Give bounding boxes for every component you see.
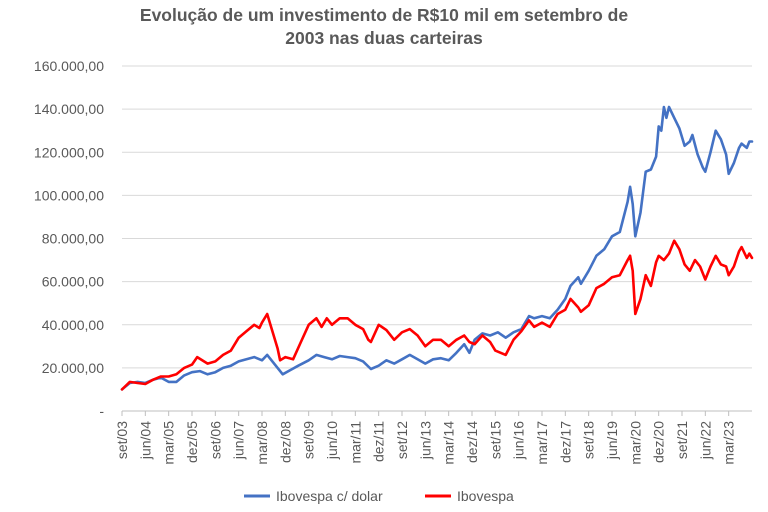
legend-label-ibovespa-c-dolar: Ibovespa c/ dolar [276, 488, 383, 504]
y-tick-label: 100.000,00 [34, 187, 104, 203]
x-tick-label: set/18 [581, 421, 597, 459]
x-tick-label: dez/17 [557, 421, 573, 463]
x-tick-label: set/06 [207, 421, 223, 459]
x-tick-label: mar/08 [254, 421, 270, 465]
x-tick-label: dez/14 [464, 421, 480, 463]
x-tick-label: set/12 [394, 421, 410, 459]
y-tick-label: 140.000,00 [34, 101, 104, 117]
x-tick-label: mar/11 [347, 421, 363, 464]
x-tick-label: dez/11 [371, 421, 387, 462]
x-tick-label: jun/04 [137, 421, 153, 460]
x-tick-label: dez/08 [277, 421, 293, 463]
y-tick-label: 40.000,00 [42, 317, 104, 333]
y-tick-label: - [99, 403, 104, 419]
x-tick-label: jun/19 [604, 421, 620, 460]
x-tick-label: jun/22 [697, 421, 713, 460]
legend-label-ibovespa: Ibovespa [457, 488, 514, 504]
x-tick-label: dez/05 [184, 421, 200, 463]
chart-title-line-2: 2003 nas duas carteiras [285, 28, 483, 48]
axes: - 20.000,00 40.000,00 60.000,00 80.000,00 100… [34, 58, 752, 465]
x-tick-label: set/21 [674, 421, 690, 459]
y-tick-label: 160.000,00 [34, 58, 104, 74]
x-tick-label: mar/14 [441, 421, 457, 465]
y-tick-label: 20.000,00 [42, 360, 104, 376]
x-tick-label: jun/13 [417, 421, 433, 460]
series-lines [120, 105, 754, 391]
x-tick-label: set/09 [301, 421, 317, 459]
x-tick-label: jun/10 [324, 421, 340, 460]
legend: Ibovespa c/ dolar Ibovespa [244, 488, 514, 504]
x-tick-label: set/03 [114, 421, 130, 459]
x-tick-label: mar/20 [627, 421, 643, 465]
chart-title-line-1: Evolução de um investimento de R$10 mil … [140, 5, 628, 25]
x-tick-label: set/15 [487, 421, 503, 459]
y-tick-label: 120.000,00 [34, 144, 104, 160]
series-line-ibovespa [120, 239, 754, 391]
x-tick-label: mar/17 [534, 421, 550, 465]
gridlines [122, 65, 752, 369]
y-tick-label: 60.000,00 [42, 274, 104, 290]
x-tick-label: jun/16 [511, 421, 527, 460]
x-tick-label: jun/07 [231, 421, 247, 460]
series-line-ibovespa-c-dolar [120, 105, 754, 391]
x-tick-label: mar/23 [721, 421, 737, 465]
y-tick-label: 80.000,00 [42, 231, 104, 247]
x-tick-label: mar/05 [161, 421, 177, 465]
x-tick-label: dez/20 [651, 421, 667, 463]
